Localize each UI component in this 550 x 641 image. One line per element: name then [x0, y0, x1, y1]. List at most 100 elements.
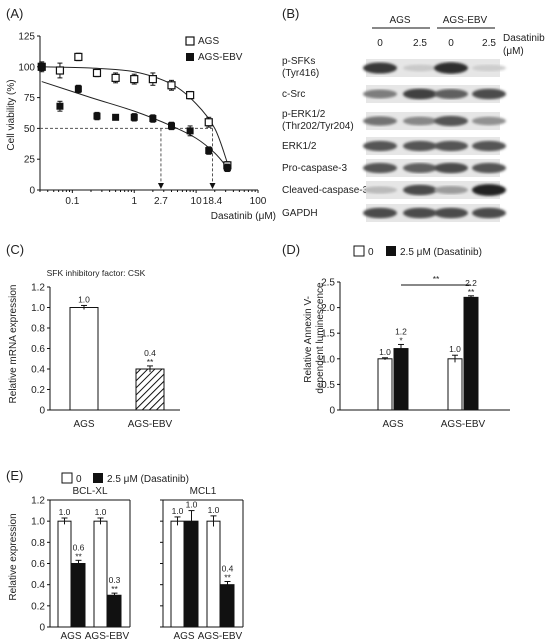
- subplot-title: MCL1: [190, 486, 217, 497]
- wb-band: [403, 163, 437, 173]
- ags-ebv-data-point: [74, 85, 82, 93]
- wb-group-ags-ebv: AGS-EBV: [443, 15, 488, 26]
- legend-ags-label: AGS: [198, 36, 219, 47]
- bar: [184, 520, 199, 628]
- wb-band: [472, 88, 506, 100]
- ags-data-point: [167, 81, 176, 90]
- panel-e-expression-chart: (E) 0 2.5 μM (Dasatinib) Relative expres…: [6, 468, 244, 641]
- legend-black-swatch: [93, 473, 103, 483]
- y-tick-label: 0.4: [31, 580, 45, 591]
- significance-mark: **: [224, 572, 231, 582]
- wb-band: [363, 162, 397, 174]
- wb-band: [403, 184, 437, 196]
- bracket-significance-mark: **: [433, 274, 440, 284]
- ic50-label: 2.7: [154, 196, 168, 207]
- legend-ags-ebv-label: AGS-EBV: [198, 52, 243, 63]
- y-tick-label: 0: [29, 186, 35, 197]
- legend-open-square-marker: [185, 36, 195, 46]
- x-tick-label: 0.1: [65, 196, 79, 207]
- panel-b-western-blot: (B) AGS AGS-EBV Dasatinib (μM) 0 2.5 0 2.5 …: [282, 6, 545, 222]
- y-tick-label: 2.5: [321, 278, 335, 289]
- bar-value-label: 0.4: [144, 348, 156, 358]
- legend-black-swatch: [386, 246, 396, 256]
- wb-band: [434, 207, 468, 219]
- significance-mark: *: [399, 335, 403, 345]
- wb-row-label: p-ERK1/2: [282, 109, 326, 120]
- wb-band: [363, 207, 397, 219]
- legend-dasatinib-label: 2.5 μM (Dasatinib): [107, 474, 189, 485]
- bar-value-label: 1.0: [78, 294, 90, 304]
- ags-ebv-data-point: [205, 147, 213, 155]
- ags-ebv-data-point: [38, 63, 46, 71]
- y-tick-label: 25: [24, 155, 36, 166]
- wb-band: [434, 115, 468, 127]
- y-tick-label: 0.4: [31, 365, 45, 376]
- wb-band: [403, 88, 437, 100]
- wb-row-label: c-Src: [282, 89, 305, 100]
- significance-mark: **: [147, 357, 154, 367]
- significance-mark: **: [111, 584, 118, 594]
- bar-value-label: 1.0: [449, 344, 461, 354]
- bar: [377, 358, 393, 411]
- y-tick-label: 1.5: [321, 329, 335, 340]
- legend-white-swatch: [353, 245, 365, 257]
- wb-rows: p-SFKs(Tyr416) c-Src p-ERK1/2(Thr202/Tyr20…: [282, 56, 506, 222]
- ags-data-point: [130, 75, 139, 84]
- bar-value-label: 1.0: [186, 500, 198, 510]
- y-tick-label: 1.2: [31, 496, 45, 507]
- panel-e-subplots: 00.20.40.60.81.01.2BCL-XL1.0**0.6AGS1.0*…: [31, 486, 244, 641]
- wb-lane-dose: 2.5: [482, 38, 496, 49]
- wb-lane-doses: 0 2.5 0 2.5: [377, 38, 496, 49]
- y-tick-label: 0.8: [31, 538, 45, 549]
- wb-band: [403, 64, 437, 72]
- ags-ebv-data-point: [167, 122, 175, 130]
- panel-a-xlabel: Dasatinib (μM): [211, 211, 276, 222]
- y-tick-label: 1.0: [31, 303, 45, 314]
- y-tick-label: 0.2: [31, 385, 45, 396]
- y-tick-label: 0.6: [31, 559, 45, 570]
- panel-e-ylabel: Relative expression: [8, 513, 19, 600]
- bar-value-label: 1.0: [172, 506, 184, 516]
- ags-data-point: [74, 52, 83, 62]
- ags-data-point: [204, 118, 213, 127]
- wb-row-sublabel: (Tyr416): [282, 68, 319, 79]
- wb-band: [434, 185, 468, 195]
- wb-band: [403, 140, 437, 152]
- y-tick-label: 0: [39, 406, 45, 417]
- bar-value-label: 1.2: [395, 326, 407, 336]
- x-category-label: AGS-EBV: [128, 419, 173, 430]
- ags-ebv-data-point: [130, 113, 138, 121]
- bar-value-label: 1.0: [95, 507, 107, 517]
- wb-band: [472, 64, 506, 72]
- bar-value-label: 0.6: [73, 542, 85, 552]
- x-tick-label: 100: [250, 196, 267, 207]
- ags-ebv-data-point: [223, 164, 231, 172]
- panel-c-title: SFK inhibitory factor: CSK: [47, 268, 146, 278]
- bar: [93, 520, 108, 628]
- wb-band: [363, 140, 397, 152]
- wb-band: [363, 116, 397, 126]
- ags-ebv-data-point: [149, 115, 157, 123]
- y-tick-label: 1.0: [321, 354, 335, 365]
- ic50-label: 18.4: [203, 196, 223, 207]
- x-category-label: AGS-EBV: [441, 419, 486, 430]
- panel-e-label: (E): [6, 468, 23, 483]
- wb-dose-unit: (μM): [503, 46, 524, 57]
- panel-d-annexin-chart: (D) 0 2.5 μM (Dasatinib) Relative Annexi…: [282, 242, 510, 430]
- legend-white-swatch: [61, 472, 73, 484]
- wb-band: [472, 162, 506, 174]
- panel-d-label: (D): [282, 242, 300, 257]
- legend-dasatinib-label: 2.5 μM (Dasatinib): [400, 247, 482, 258]
- panel-a-marks: 2.7 18.4: [37, 52, 232, 207]
- wb-band: [434, 140, 468, 152]
- wb-band: [403, 116, 437, 126]
- ags-ebv-data-point: [93, 112, 101, 120]
- bar: [206, 520, 221, 628]
- y-tick-label: 0.8: [31, 324, 45, 335]
- panel-c-ylabel: Relative mRNA expression: [8, 285, 19, 404]
- wb-lane-dose: 2.5: [413, 38, 427, 49]
- wb-band: [472, 140, 506, 152]
- bar-value-label: 1.0: [208, 505, 220, 515]
